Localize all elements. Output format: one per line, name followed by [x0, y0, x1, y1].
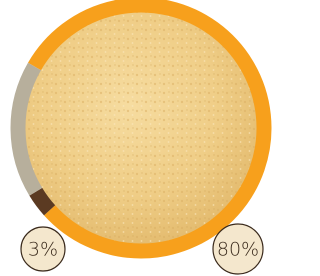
center-texture [25, 12, 257, 244]
chart: 80% 3% [0, 0, 279, 276]
value-label: 3% [28, 239, 58, 261]
value-label: 80% [217, 239, 259, 261]
